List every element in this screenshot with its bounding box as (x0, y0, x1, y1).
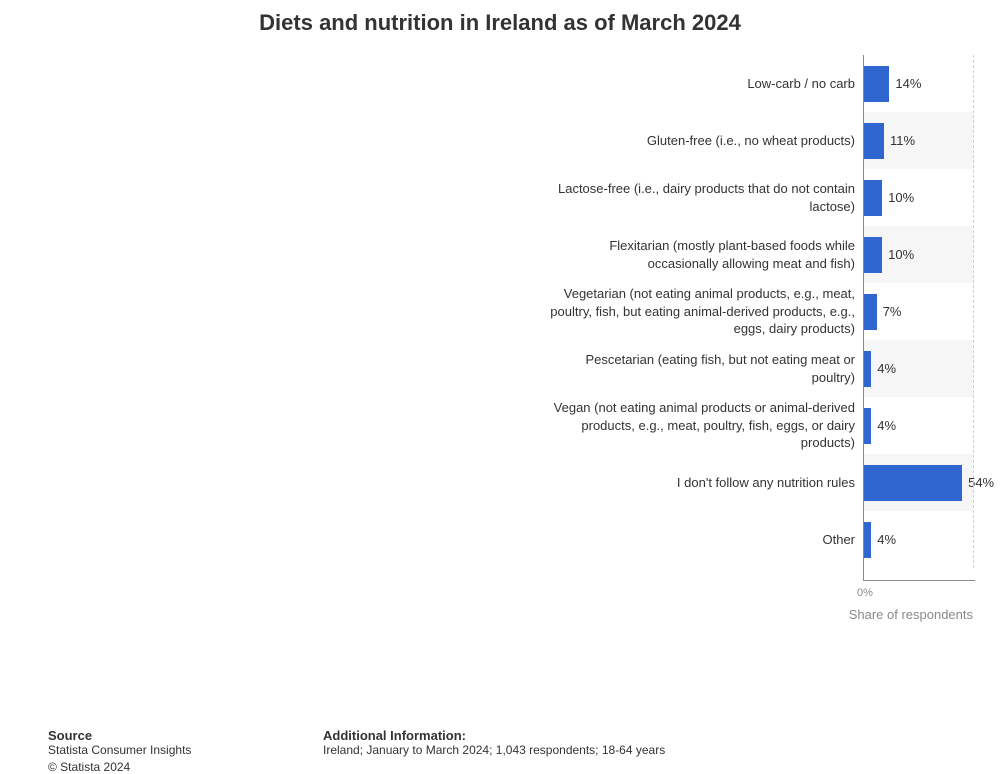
category-label: Gluten-free (i.e., no wheat products) (545, 132, 855, 150)
chart-row: Gluten-free (i.e., no wheat products) 11% (0, 112, 1000, 169)
info-heading: Additional Information: (323, 728, 665, 743)
x-axis-line (863, 580, 975, 581)
y-axis-line (863, 55, 864, 581)
chart-row: Low-carb / no carb 14% (0, 55, 1000, 112)
value-label: 4% (877, 418, 896, 433)
chart-row: Pescetarian (eating fish, but not eating… (0, 340, 1000, 397)
chart-row: Flexitarian (mostly plant-based foods wh… (0, 226, 1000, 283)
chart-plot: Low-carb / no carb 14% Gluten-free (i.e., … (0, 55, 1000, 595)
x-tick-0: 0% (853, 587, 877, 599)
category-label: Flexitarian (mostly plant-based foods wh… (545, 237, 855, 272)
chart-row: Vegan (not eating animal products or ani… (0, 397, 1000, 454)
value-label: 7% (883, 304, 902, 319)
bar (864, 522, 871, 558)
bar (864, 465, 962, 501)
chart-area: Low-carb / no carb 14% Gluten-free (i.e., … (0, 55, 1000, 645)
chart-title: Diets and nutrition in Ireland as of Mar… (0, 0, 1000, 51)
chart-row: Vegetarian (not eating animal products, … (0, 283, 1000, 340)
copyright: © Statista 2024 (48, 760, 191, 774)
bar (864, 237, 882, 273)
chart-row: Lactose-free (i.e., dairy products that … (0, 169, 1000, 226)
chart-row: I don't follow any nutrition rules 54% (0, 454, 1000, 511)
source-line: Statista Consumer Insights (48, 743, 191, 757)
value-label: 10% (888, 247, 914, 262)
category-label: Other (545, 531, 855, 549)
value-label: 4% (877, 532, 896, 547)
value-label: 4% (877, 361, 896, 376)
bar (864, 123, 884, 159)
x-axis-title: Share of respondents (849, 607, 973, 622)
value-label: 10% (888, 190, 914, 205)
category-label: I don't follow any nutrition rules (545, 474, 855, 492)
bar (864, 294, 877, 330)
category-label: Low-carb / no carb (545, 75, 855, 93)
category-label: Vegan (not eating animal products or ani… (545, 399, 855, 452)
info-line: Ireland; January to March 2024; 1,043 re… (323, 743, 665, 757)
category-label: Vegetarian (not eating animal products, … (545, 285, 855, 338)
bar (864, 180, 882, 216)
category-label: Lactose-free (i.e., dairy products that … (545, 180, 855, 215)
bar (864, 351, 871, 387)
chart-row: Other 4% (0, 511, 1000, 568)
category-label: Pescetarian (eating fish, but not eating… (545, 351, 855, 386)
value-label: 54% (968, 475, 994, 490)
bar (864, 66, 889, 102)
source-heading: Source (48, 728, 191, 743)
value-label: 14% (895, 76, 921, 91)
bar (864, 408, 871, 444)
value-label: 11% (890, 133, 915, 148)
gridline-right (973, 55, 974, 568)
